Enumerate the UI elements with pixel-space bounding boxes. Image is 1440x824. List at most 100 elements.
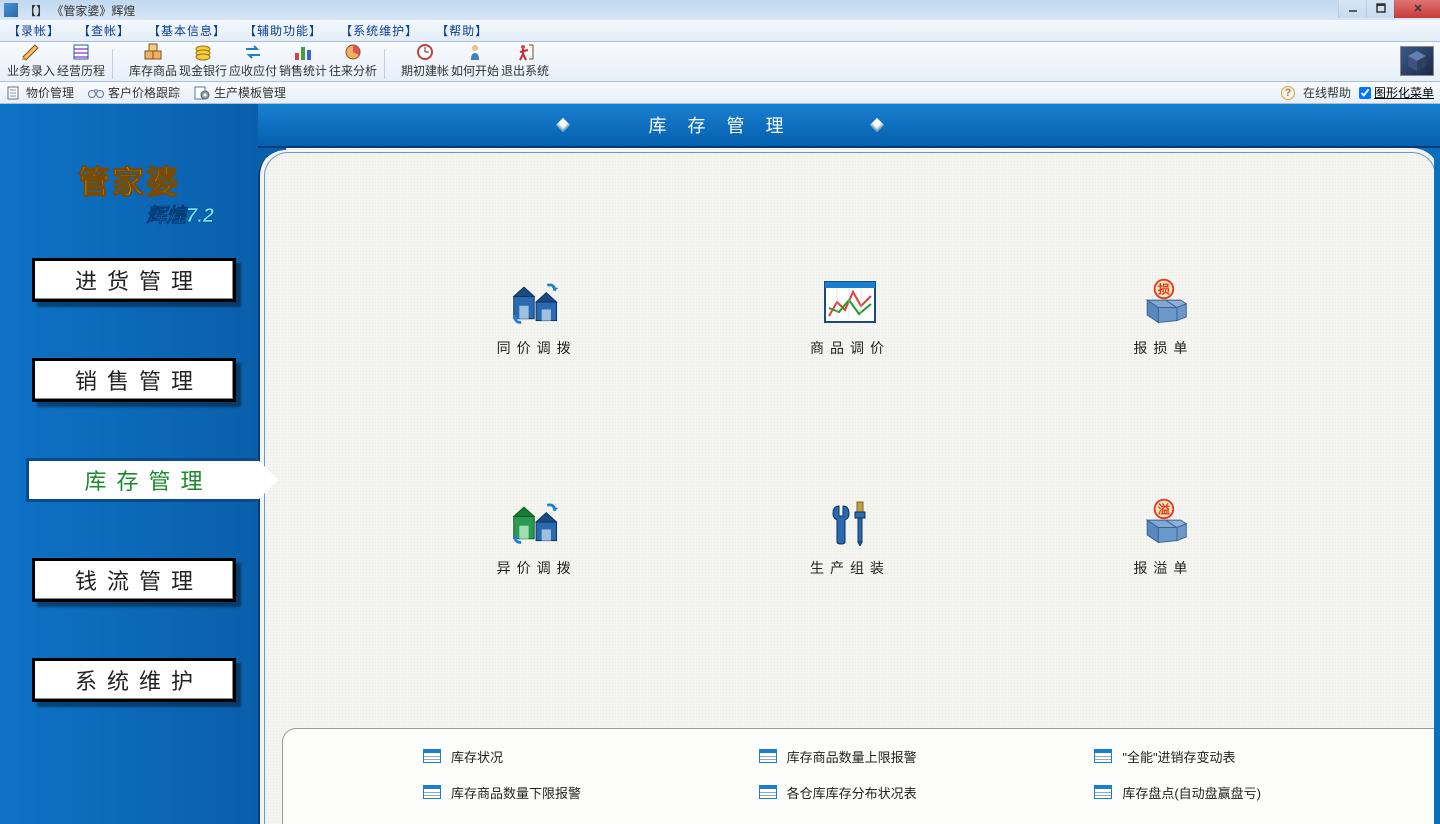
window-title: 【】 《管家婆》辉煌 (24, 2, 135, 19)
tb2-label: 客户价格跟踪 (108, 84, 180, 101)
tb2-cust-price-track[interactable]: 客户价格跟踪 (88, 84, 180, 101)
exit-icon (515, 42, 535, 62)
money-icon (193, 42, 213, 62)
nav-label: 库存管理 (84, 464, 212, 496)
tb-label: 销售统计 (279, 62, 327, 79)
tb-exit[interactable]: 退出系统 (500, 41, 550, 79)
link-label: 库存商品数量上限报警 (787, 747, 917, 766)
same-price-transfer[interactable]: 同价调拨 (380, 208, 693, 428)
report-links-grid: 库存状况 库存商品数量上限报警 "全能"进销存变动表 库存商品数量下限报警 各仓… (423, 741, 1410, 807)
link-stock-status[interactable]: 库存状况 (423, 741, 739, 771)
warehouses-sync-icon (510, 278, 564, 326)
menu-help[interactable]: 【帮助】 (436, 22, 488, 39)
tb-stock-goods[interactable]: 库存商品 (128, 41, 178, 79)
action-grid: 同价调拨 商品调价 (260, 148, 1440, 668)
goods-reprice[interactable]: 商品调价 (693, 208, 1006, 428)
clock-icon (415, 42, 435, 62)
tb2-label: 生产模板管理 (214, 84, 286, 101)
right-edge-decoration (1434, 104, 1440, 824)
tb2-label: 物价管理 (26, 84, 74, 101)
exchange-icon (243, 42, 263, 62)
menu-record[interactable]: 【录帐】 (8, 22, 60, 39)
graphic-menu-checkbox[interactable]: 图形化菜单 (1359, 84, 1434, 101)
warehouses-sync-icon (510, 498, 564, 546)
menu-query[interactable]: 【查帐】 (78, 22, 130, 39)
menu-basic[interactable]: 【基本信息】 (148, 22, 226, 39)
link-lower-alarm[interactable]: 库存商品数量下限报警 (423, 777, 739, 807)
tb-sales-stat[interactable]: 销售统计 (278, 41, 328, 79)
report-links-panel: 库存状况 库存商品数量上限报警 "全能"进销存变动表 库存商品数量下限报警 各仓… (282, 728, 1440, 824)
tb-label: 经营历程 (57, 62, 105, 79)
hand-write-icon (21, 42, 41, 62)
table-icon (1094, 749, 1112, 763)
table-icon (423, 749, 441, 763)
tb2-prod-template[interactable]: 生产模板管理 (194, 84, 286, 101)
menu-sys[interactable]: 【系统维护】 (340, 22, 418, 39)
link-stocktake[interactable]: 库存盘点(自动盘赢盘亏) (1094, 777, 1410, 807)
diff-price-transfer[interactable]: 异价调拨 (380, 428, 693, 648)
nav-label: 销售管理 (75, 364, 203, 396)
grid-label: 商品调价 (810, 338, 890, 358)
tb-ar-ap[interactable]: 应收应付 (228, 41, 278, 79)
minimize-button[interactable] (1338, 0, 1366, 18)
tb-how-start[interactable]: 如何开始 (450, 41, 500, 79)
link-all-change[interactable]: "全能"进销存变动表 (1094, 741, 1410, 771)
table-icon (423, 785, 441, 799)
svg-text:损: 损 (1158, 282, 1170, 297)
nav-sales[interactable]: 销售管理 (32, 358, 236, 402)
nav-maint[interactable]: 系统维护 (32, 658, 236, 702)
toolbar-separator (384, 49, 394, 79)
menu-aux[interactable]: 【辅助功能】 (244, 22, 322, 39)
link-upper-alarm[interactable]: 库存商品数量上限报警 (759, 741, 1075, 771)
main-area: 库 存 管 理 管家婆 辉煌7.2 进货管理 销售管理 库存管理 钱流管理 系统… (0, 104, 1440, 824)
boxes-icon (143, 42, 163, 62)
production-assembly[interactable]: 生产组装 (693, 428, 1006, 648)
nav-money[interactable]: 钱流管理 (32, 558, 236, 602)
help-icon[interactable]: ? (1281, 86, 1295, 100)
tb-label: 往来分析 (329, 62, 377, 79)
tb-cash-bank[interactable]: 现金银行 (178, 41, 228, 79)
tb-biz-history[interactable]: 经营历程 (56, 41, 106, 79)
menubar: 【录帐】 【查帐】 【基本信息】 【辅助功能】 【系统维护】 【帮助】 (0, 20, 1440, 42)
loss-report[interactable]: 损 报损单 (1007, 208, 1320, 428)
toolbar-separator (112, 49, 122, 79)
link-label: 库存盘点(自动盘赢盘亏) (1122, 783, 1261, 802)
tb-label: 现金银行 (179, 62, 227, 79)
close-button[interactable] (1394, 0, 1440, 18)
tb2-price-mgmt[interactable]: 物价管理 (6, 84, 74, 101)
toolbar-main: 业务录入 经营历程 库存商品 现金银行 应收应付 销售统计 往来分析 期初建帐 … (0, 42, 1440, 82)
tb-period-init[interactable]: 期初建帐 (400, 41, 450, 79)
link-warehouse-dist[interactable]: 各仓库库存分布状况表 (759, 777, 1075, 807)
diamond-decoration (556, 118, 570, 132)
pie-icon (343, 42, 363, 62)
price-chart-icon (823, 278, 877, 326)
tb-label: 如何开始 (451, 62, 499, 79)
doc-icon (6, 86, 22, 100)
maximize-button[interactable] (1366, 0, 1394, 18)
content-panel: 同价调拨 商品调价 (258, 148, 1440, 824)
nav-purchase[interactable]: 进货管理 (32, 258, 236, 302)
link-label: 库存商品数量下限报警 (451, 783, 581, 802)
logo-top: 管家婆 (78, 157, 180, 203)
link-label: 库存状况 (451, 747, 503, 766)
nav-label: 进货管理 (75, 264, 203, 296)
tb-label: 业务录入 (7, 62, 55, 79)
tb-relation-analysis[interactable]: 往来分析 (328, 41, 378, 79)
sidebar: 管家婆 辉煌7.2 进货管理 销售管理 库存管理 钱流管理 系统维护 (0, 104, 258, 824)
nav-label: 系统维护 (75, 664, 203, 696)
tools-icon (823, 498, 877, 546)
grid-label: 报溢单 (1133, 558, 1193, 578)
tb-biz-entry[interactable]: 业务录入 (6, 41, 56, 79)
window-controls (1338, 0, 1440, 18)
binoculars-icon (88, 86, 104, 100)
tb-cube-logo (1400, 46, 1434, 76)
logo-bottom: 辉煌7.2 (146, 199, 214, 228)
tb-label: 退出系统 (501, 62, 549, 79)
graphic-menu-checkbox-label: 图形化菜单 (1374, 84, 1434, 101)
overflow-report[interactable]: 溢 报溢单 (1007, 428, 1320, 648)
nav-stock[interactable]: 库存管理 (26, 458, 258, 502)
online-help-link[interactable]: 在线帮助 (1303, 84, 1351, 101)
person-icon (465, 42, 485, 62)
graphic-menu-checkbox-input[interactable] (1359, 87, 1371, 99)
tb-label: 库存商品 (129, 62, 177, 79)
